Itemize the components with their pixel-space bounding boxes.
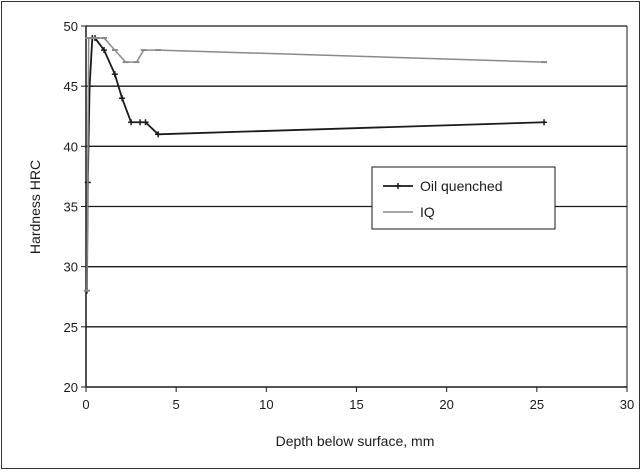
y-tick-label-30: 30 [64, 260, 78, 275]
x-tick-label-30: 30 [620, 397, 634, 412]
series-line-oil-quenched [86, 37, 545, 291]
legend-box [371, 166, 556, 230]
data-point-oil-quenched [137, 119, 144, 126]
series-line-iq [86, 37, 545, 291]
y-axis-title: Hardness HRC [27, 160, 43, 254]
data-point-oil-quenched [111, 71, 118, 78]
data-point-oil-quenched [119, 95, 126, 102]
x-tick-label-5: 5 [173, 397, 180, 412]
data-point-oil-quenched [101, 47, 108, 54]
data-point-oil-quenched [86, 83, 93, 90]
y-tick-label-25: 25 [64, 320, 78, 335]
data-point-oil-quenched [142, 119, 149, 126]
x-axis-title: Depth below surface, mm [276, 433, 435, 449]
grid-layer [86, 25, 628, 387]
axes-layer: 20 25 30 35 40 45 50 0 5 10 15 20 25 30 [64, 19, 635, 412]
y-tick-label-50: 50 [64, 19, 78, 34]
legend-label-oil-quenched: Oil quenched [420, 178, 503, 194]
y-tick-label-40: 40 [64, 139, 78, 154]
legend: Oil quenched IQ [371, 166, 556, 230]
x-tick-label-20: 20 [439, 397, 453, 412]
x-tick-label-10: 10 [259, 397, 273, 412]
data-point-oil-quenched [541, 119, 548, 126]
x-tick-label-15: 15 [349, 397, 363, 412]
x-tick-label-25: 25 [530, 397, 544, 412]
series-layer [83, 35, 548, 294]
data-point-oil-quenched [155, 131, 162, 138]
y-tick-label-35: 35 [64, 200, 78, 215]
legend-label-iq: IQ [420, 204, 435, 220]
y-tick-label-20: 20 [64, 380, 78, 395]
x-tick-label-0: 0 [82, 397, 89, 412]
y-tick-label-45: 45 [64, 79, 78, 94]
data-point-oil-quenched [128, 119, 135, 126]
